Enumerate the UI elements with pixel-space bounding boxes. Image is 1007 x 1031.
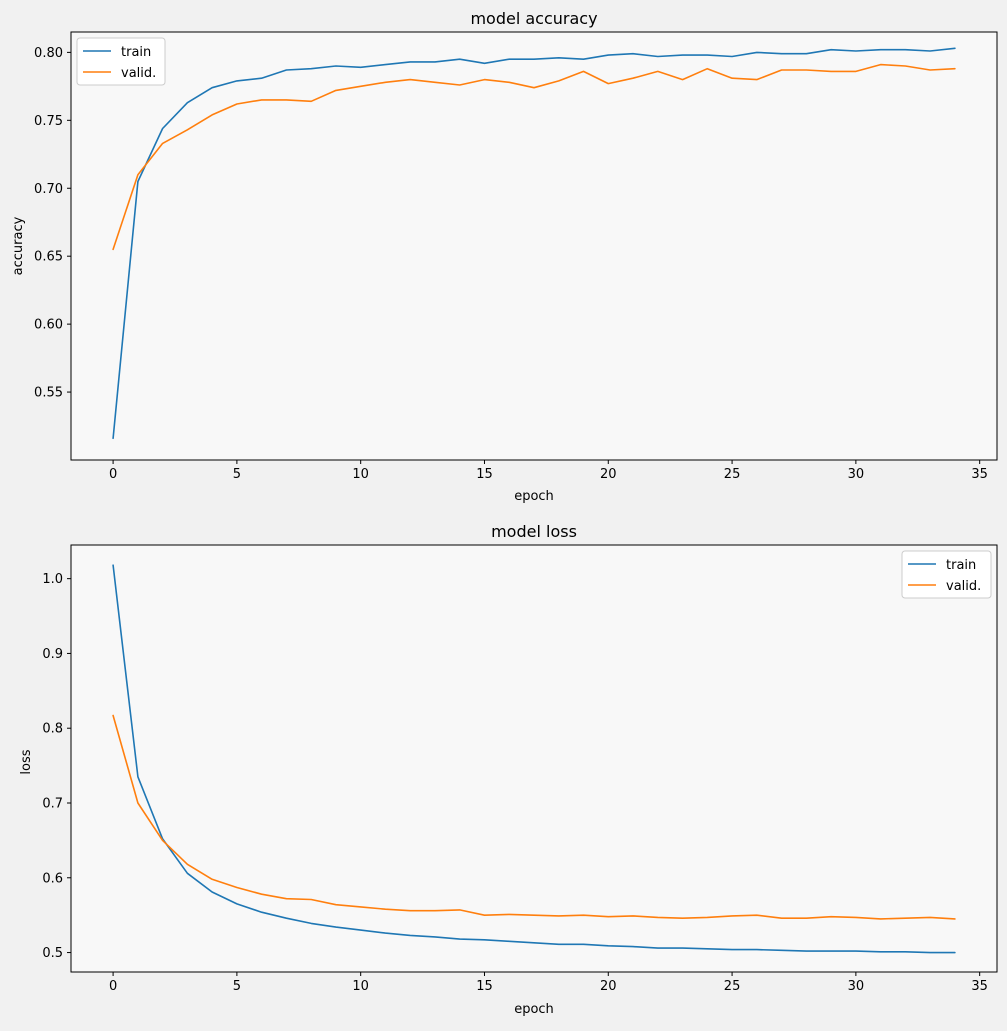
loss-y-tick-label: 0.5: [42, 946, 63, 961]
loss-x-axis-label: epoch: [514, 1002, 554, 1017]
accuracy-y-tick-label: 0.55: [34, 386, 63, 401]
accuracy-legend-train-label: train: [121, 45, 151, 60]
accuracy-x-ticks: 0 5 10 15 20 25 30 35: [109, 460, 988, 482]
accuracy-chart-title: model accuracy: [470, 9, 597, 28]
accuracy-x-tick-label: 0: [109, 467, 117, 482]
accuracy-y-tick-label: 0.75: [34, 114, 63, 129]
accuracy-y-tick-label: 0.65: [34, 250, 63, 265]
loss-y-axis-label: loss: [19, 749, 34, 774]
accuracy-series: [112, 47, 956, 440]
loss-x-ticks: 0 5 10 15 20 25 30 35: [109, 972, 988, 994]
loss-legend-valid-label: valid.: [946, 579, 981, 594]
accuracy-x-axis-label: epoch: [514, 489, 554, 504]
accuracy-y-tick-label: 0.60: [34, 318, 63, 333]
accuracy-x-tick-label: 25: [724, 467, 741, 482]
accuracy-x-tick-label: 15: [476, 467, 493, 482]
loss-legend: train valid.: [901, 550, 992, 599]
loss-x-tick-label: 20: [600, 979, 617, 994]
loss-chart-title: model loss: [491, 522, 577, 541]
loss-y-tick-label: 0.8: [42, 722, 63, 737]
loss-x-tick-label: 35: [971, 979, 988, 994]
loss-series-line-valid: [112, 714, 956, 920]
loss-x-tick-label: 30: [848, 979, 865, 994]
loss-x-tick-label: 25: [724, 979, 741, 994]
accuracy-series-line-valid: [112, 63, 956, 251]
accuracy-x-tick-label: 5: [233, 467, 241, 482]
accuracy-y-axis-label: accuracy: [11, 216, 26, 275]
loss-x-tick-label: 15: [476, 979, 493, 994]
accuracy-legend-valid-label: valid.: [121, 66, 156, 81]
accuracy-x-tick-label: 35: [971, 467, 988, 482]
loss-chart: model loss epoch loss 0 5 10 15 20 25 30 35 0.5…: [19, 522, 998, 1017]
loss-legend-train-label: train: [946, 558, 976, 573]
loss-plot-frame: [70, 544, 998, 973]
accuracy-y-ticks: 0.55 0.60 0.65 0.70 0.75 0.80: [34, 46, 71, 401]
accuracy-series-line-train: [112, 47, 956, 440]
loss-legend-box: [901, 550, 992, 599]
accuracy-y-tick-label: 0.70: [34, 182, 63, 197]
loss-series: [112, 564, 956, 954]
accuracy-x-tick-label: 10: [352, 467, 369, 482]
accuracy-y-tick-label: 0.80: [34, 46, 63, 61]
accuracy-plot-area: [71, 32, 997, 460]
loss-x-tick-label: 0: [109, 979, 117, 994]
loss-x-tick-label: 10: [352, 979, 369, 994]
loss-series-line-train: [112, 564, 956, 954]
loss-y-tick-label: 0.6: [42, 871, 63, 886]
accuracy-x-tick-label: 20: [600, 467, 617, 482]
loss-y-tick-label: 0.9: [42, 647, 63, 662]
loss-plot-area: [71, 545, 997, 972]
accuracy-x-tick-label: 30: [848, 467, 865, 482]
loss-x-tick-label: 5: [233, 979, 241, 994]
accuracy-legend-box: [76, 37, 166, 86]
accuracy-legend: train valid.: [76, 37, 166, 86]
loss-y-tick-label: 0.7: [42, 796, 63, 811]
loss-y-ticks: 0.5 0.6 0.7 0.8 0.9 1.0: [42, 572, 71, 961]
accuracy-plot-frame: [70, 31, 998, 461]
accuracy-chart: model accuracy epoch accuracy 0 5 10 15 20 25…: [11, 9, 998, 504]
loss-y-tick-label: 1.0: [42, 572, 63, 587]
